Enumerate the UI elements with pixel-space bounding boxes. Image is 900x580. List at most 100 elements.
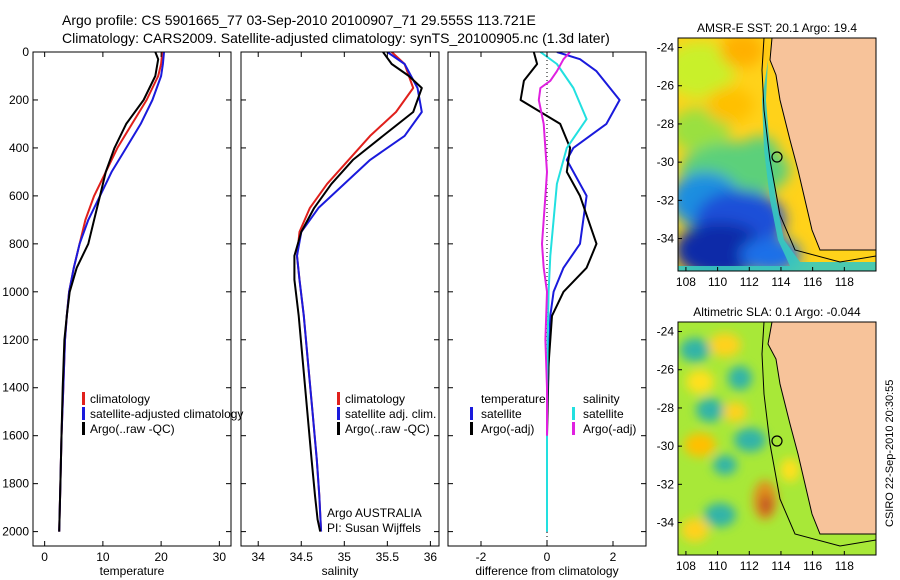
legend-swatch-satellite-adj <box>337 407 340 420</box>
legend-label-sal-argo: Argo(-adj) <box>583 422 636 436</box>
difference-xtick-label: -2 <box>476 550 487 564</box>
temperature-series <box>58 52 165 532</box>
salinity-series-line-2 <box>293 52 423 532</box>
salinity-xtick-label: 34 <box>252 550 266 564</box>
figure-title: Argo profile: CS 5901665_77 03-Sep-2010 … <box>62 12 536 28</box>
difference-panel: -2 0 2 difference from climatology tempera… <box>447 51 647 578</box>
depth-tick-label: 400 <box>9 141 29 155</box>
sla-map-title: Altimetric SLA: 0.1 Argo: -0.044 <box>693 305 861 319</box>
sst-map-ytick-label: -30 <box>657 155 675 169</box>
legend-swatch-climatology <box>82 392 85 405</box>
sst-map-xtick-label: 116 <box>803 275 822 289</box>
salinity-legend: climatology satellite adj. clim. Argo(..… <box>337 392 436 436</box>
temperature-series-line-0 <box>58 52 164 532</box>
sla-map-ytick-label: -30 <box>657 439 675 453</box>
temperature-series-line-2 <box>58 52 160 532</box>
depth-tick-label: 1400 <box>2 381 29 395</box>
sla-map-xtick-label: 114 <box>771 559 790 573</box>
sst-map-land <box>769 38 876 251</box>
sst-map-title: AMSR-E SST: 20.1 Argo: 19.4 <box>697 21 857 35</box>
difference-ticks: -2 0 2 <box>448 51 646 564</box>
salinity-xtick-label: 34.5 <box>290 550 314 564</box>
legend-swatch-argo <box>337 422 340 435</box>
sst-map-xtick-label: 114 <box>771 275 790 289</box>
depth-tick-label: 600 <box>9 189 29 203</box>
sla-map-ytick-label: -34 <box>657 516 675 530</box>
temperature-legend: climatology satellite-adjusted climatolo… <box>82 392 243 436</box>
figure-subtitle: Climatology: CARS2009. Satellite-adjuste… <box>62 30 610 46</box>
salinity-panel: 34 34.5 35 35.5 36 salinity climatology sate… <box>240 51 440 578</box>
salinity-series <box>293 52 423 532</box>
legend-group-salinity: salinity <box>583 392 620 406</box>
difference-legend: temperature satellite Argo(-adj) salinit… <box>470 392 636 436</box>
sla-map-float-marker <box>771 435 783 447</box>
sla-map-panel: Altimetric SLA: 0.1 Argo: -0.044 <box>657 305 877 573</box>
sst-map-xtick-label: 108 <box>676 275 696 289</box>
legend-label-climatology: climatology <box>345 392 405 406</box>
temperature-xtick-label: 10 <box>96 550 110 564</box>
sla-map-ytick-label: -24 <box>657 325 675 339</box>
difference-series <box>519 52 621 546</box>
temperature-ticks: 0 10 20 30 0 200 400 600 800 1000 1200 1400 1600 1800… <box>2 45 231 564</box>
sst-map-field <box>678 38 876 271</box>
difference-xtick-label: 0 <box>544 550 551 564</box>
depth-tick-label: 800 <box>9 237 29 251</box>
legend-swatch-climatology <box>337 392 340 405</box>
depth-tick-label: 1200 <box>2 333 29 347</box>
sla-map-land <box>767 322 876 535</box>
sst-map-frame <box>677 37 877 272</box>
depth-tick-label: 1600 <box>2 429 29 443</box>
legend-label-satellite-adj: satellite adj. clim. <box>345 407 436 421</box>
legend-swatch-sal-satellite <box>572 407 575 420</box>
legend-swatch-temp-satellite <box>470 407 473 420</box>
salinity-xlabel: salinity <box>322 564 359 578</box>
legend-swatch-satellite-adjusted <box>82 407 85 420</box>
depth-tick-label: 2000 <box>2 525 29 539</box>
sst-map-xtick-label: 110 <box>708 275 727 289</box>
credit-timestamp: CSIRO 22-Sep-2010 20:30:55 <box>884 380 896 527</box>
salinity-series-line-1 <box>296 52 423 532</box>
legend-swatch-argo <box>82 422 85 435</box>
sla-map-xtick-label: 112 <box>740 559 759 573</box>
sst-map-ytick-label: -34 <box>657 232 675 246</box>
legend-label-argo: Argo(..raw -QC) <box>345 422 430 436</box>
difference-xlabel: difference from climatology <box>475 564 618 578</box>
salinity-xtick-label: 35.5 <box>376 550 400 564</box>
sla-map-xtick-label: 110 <box>708 559 727 573</box>
sla-map-ticks: 108 110 112 114 116 118 -24 -26 -28 -30 -32 -34 <box>657 325 855 573</box>
sst-map-xtick-label: 112 <box>740 275 759 289</box>
sla-map-xtick-label: 118 <box>835 559 854 573</box>
sla-map-xtick-label: 108 <box>676 559 696 573</box>
temperature-xlabel: temperature <box>100 564 165 578</box>
sla-map-ytick-label: -28 <box>657 401 675 415</box>
salinity-axes-frame <box>240 51 440 547</box>
sla-map-ytick-label: -32 <box>657 477 675 491</box>
temperature-xtick-label: 0 <box>41 550 48 564</box>
legend-label-satellite-adjusted: satellite-adjusted climatology <box>90 407 243 421</box>
sla-map-field <box>678 322 876 555</box>
depth-tick-label: 0 <box>22 45 29 59</box>
sla-map-frame <box>677 321 877 556</box>
salinity-xtick-label: 35 <box>338 550 352 564</box>
legend-group-temperature: temperature <box>481 392 546 406</box>
sst-map-float-marker <box>771 151 783 163</box>
legend-label-climatology: climatology <box>90 392 150 406</box>
salinity-series-line-0 <box>296 52 415 532</box>
salinity-xtick-label: 36 <box>424 550 438 564</box>
sst-map-ytick-label: -24 <box>657 41 675 55</box>
difference-xtick-label: 2 <box>610 550 617 564</box>
temperature-series-line-1 <box>58 52 165 532</box>
sst-map-xtick-label: 118 <box>835 275 854 289</box>
annotation-pi-name: PI: Susan Wijffels <box>327 521 421 535</box>
sla-map-xtick-label: 116 <box>803 559 822 573</box>
depth-tick-label: 200 <box>9 93 29 107</box>
legend-label-sal-satellite: satellite <box>583 407 624 421</box>
legend-label-temp-satellite: satellite <box>481 407 522 421</box>
legend-label-argo: Argo(..raw -QC) <box>90 422 175 436</box>
difference-series-line-3 <box>537 52 571 436</box>
depth-tick-label: 1800 <box>2 477 29 491</box>
legend-label-temp-argo: Argo(-adj) <box>481 422 534 436</box>
temperature-axes-frame <box>32 51 232 547</box>
legend-swatch-temp-argo <box>470 422 473 435</box>
